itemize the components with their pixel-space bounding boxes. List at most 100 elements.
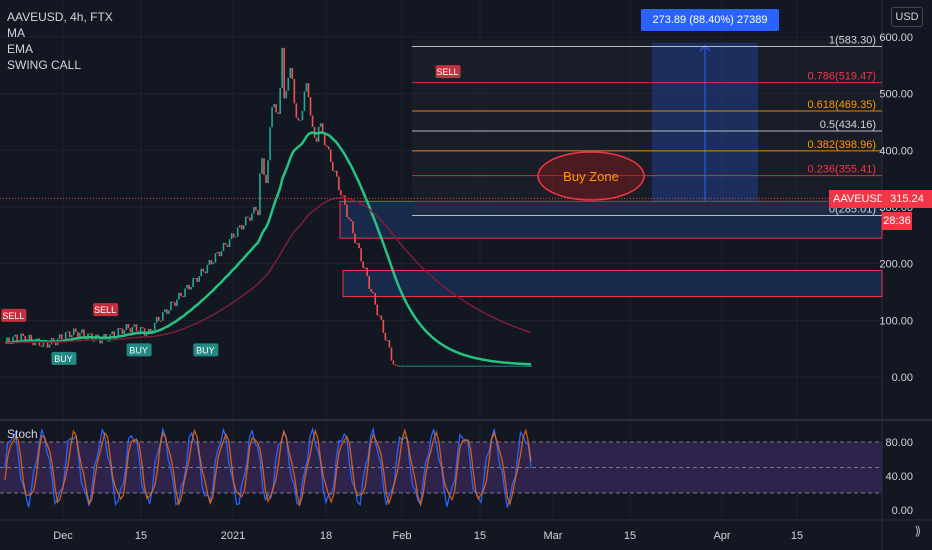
candle (36, 338, 39, 341)
indicator-ema[interactable]: EMA (7, 42, 34, 56)
time-axis-label: Mar (544, 530, 563, 542)
candle (133, 324, 136, 327)
candle (319, 123, 322, 127)
candle (360, 248, 362, 262)
candle (234, 236, 237, 238)
buy-signal-badge[interactable] (51, 351, 77, 365)
candle (6, 337, 8, 343)
candle (60, 334, 63, 340)
candle (127, 323, 130, 329)
candle (390, 347, 393, 361)
fib-label: 0.786(519.47) (808, 71, 877, 83)
signal-label: BUY (129, 345, 148, 355)
candle (40, 345, 43, 347)
candle (483, 365, 486, 367)
candle (370, 288, 373, 292)
candle (72, 328, 75, 336)
sell-signal-badge[interactable] (93, 303, 119, 317)
candle (433, 365, 435, 367)
candle (162, 311, 164, 321)
candle (68, 331, 71, 338)
candle (400, 365, 403, 367)
candle (516, 365, 518, 367)
candle (54, 341, 57, 346)
stoch-d-line[interactable] (4, 427, 532, 508)
time-axis-label: 15 (624, 530, 636, 542)
candle (467, 365, 470, 367)
candle (20, 333, 22, 341)
fib-retracement-area[interactable] (412, 39, 882, 216)
demand-zone-lower[interactable] (342, 269, 883, 298)
candle (469, 365, 472, 367)
stoch-legend[interactable]: Stoch (7, 427, 38, 441)
candle (8, 337, 10, 342)
candle (453, 365, 455, 367)
candle (289, 68, 292, 78)
stoch-axis-label: 40.00 (885, 471, 913, 483)
candle (125, 323, 128, 331)
candle (475, 365, 478, 367)
stoch-k-line[interactable] (4, 426, 532, 508)
candle (70, 335, 73, 338)
sell-signal-badge[interactable] (1, 308, 27, 322)
candle (48, 344, 51, 348)
signal-label: BUY (54, 354, 73, 364)
candle (265, 174, 267, 184)
candle (64, 332, 67, 340)
candle (315, 137, 318, 142)
candle (216, 252, 219, 254)
candle (204, 271, 207, 274)
candle (336, 170, 338, 177)
candle (408, 365, 411, 367)
symbol-line[interactable]: AAVEUSD, 4h, FTX (7, 10, 113, 24)
candle (75, 328, 77, 332)
chart-legend: AAVEUSD, 4h, FTX MA EMA SWING CALL (7, 9, 113, 73)
candle (429, 365, 431, 367)
candle (79, 332, 81, 338)
candle (465, 365, 468, 367)
time-axis-label: 15 (135, 530, 147, 542)
settings-scroll-icon[interactable]: ⟫ (914, 524, 922, 538)
candle (166, 309, 168, 314)
candle (455, 365, 457, 367)
candle (277, 112, 279, 115)
candle (530, 365, 532, 367)
candle (113, 331, 116, 337)
candle (170, 301, 172, 311)
candle (406, 365, 409, 367)
candle (66, 331, 69, 333)
candle (105, 333, 107, 339)
ema-line[interactable] (4, 131, 532, 366)
candle (388, 340, 391, 348)
stoch-axis-label: 0.00 (892, 505, 913, 517)
candle (283, 47, 286, 99)
candle (402, 365, 405, 367)
buy-signal-badge[interactable] (193, 343, 219, 357)
candle (255, 206, 257, 211)
ma-line[interactable] (4, 197, 532, 344)
candle (249, 217, 251, 221)
candle (512, 365, 514, 367)
candle (441, 365, 443, 367)
candle (451, 365, 453, 367)
measure-box-label[interactable]: 273.89 (88.40%) 27389 (641, 9, 779, 31)
sell-signal-badge[interactable] (435, 65, 461, 79)
candle (386, 340, 389, 342)
demand-zone-upper[interactable] (339, 200, 883, 239)
candle (30, 334, 33, 341)
currency-button[interactable]: USD (891, 7, 923, 27)
buy-signal-badge[interactable] (126, 343, 152, 357)
candle (435, 365, 437, 367)
indicator-ma[interactable]: MA (7, 26, 25, 40)
signal-label: SELL (2, 311, 24, 321)
candle (431, 365, 433, 367)
candle (418, 365, 421, 367)
buy-zone-ellipse[interactable] (537, 151, 645, 201)
indicator-swing-call[interactable]: SWING CALL (7, 58, 82, 72)
candle (81, 329, 83, 333)
candle (253, 206, 255, 214)
signal-label: BUY (196, 345, 215, 355)
candle (394, 364, 397, 366)
candle (463, 365, 466, 367)
